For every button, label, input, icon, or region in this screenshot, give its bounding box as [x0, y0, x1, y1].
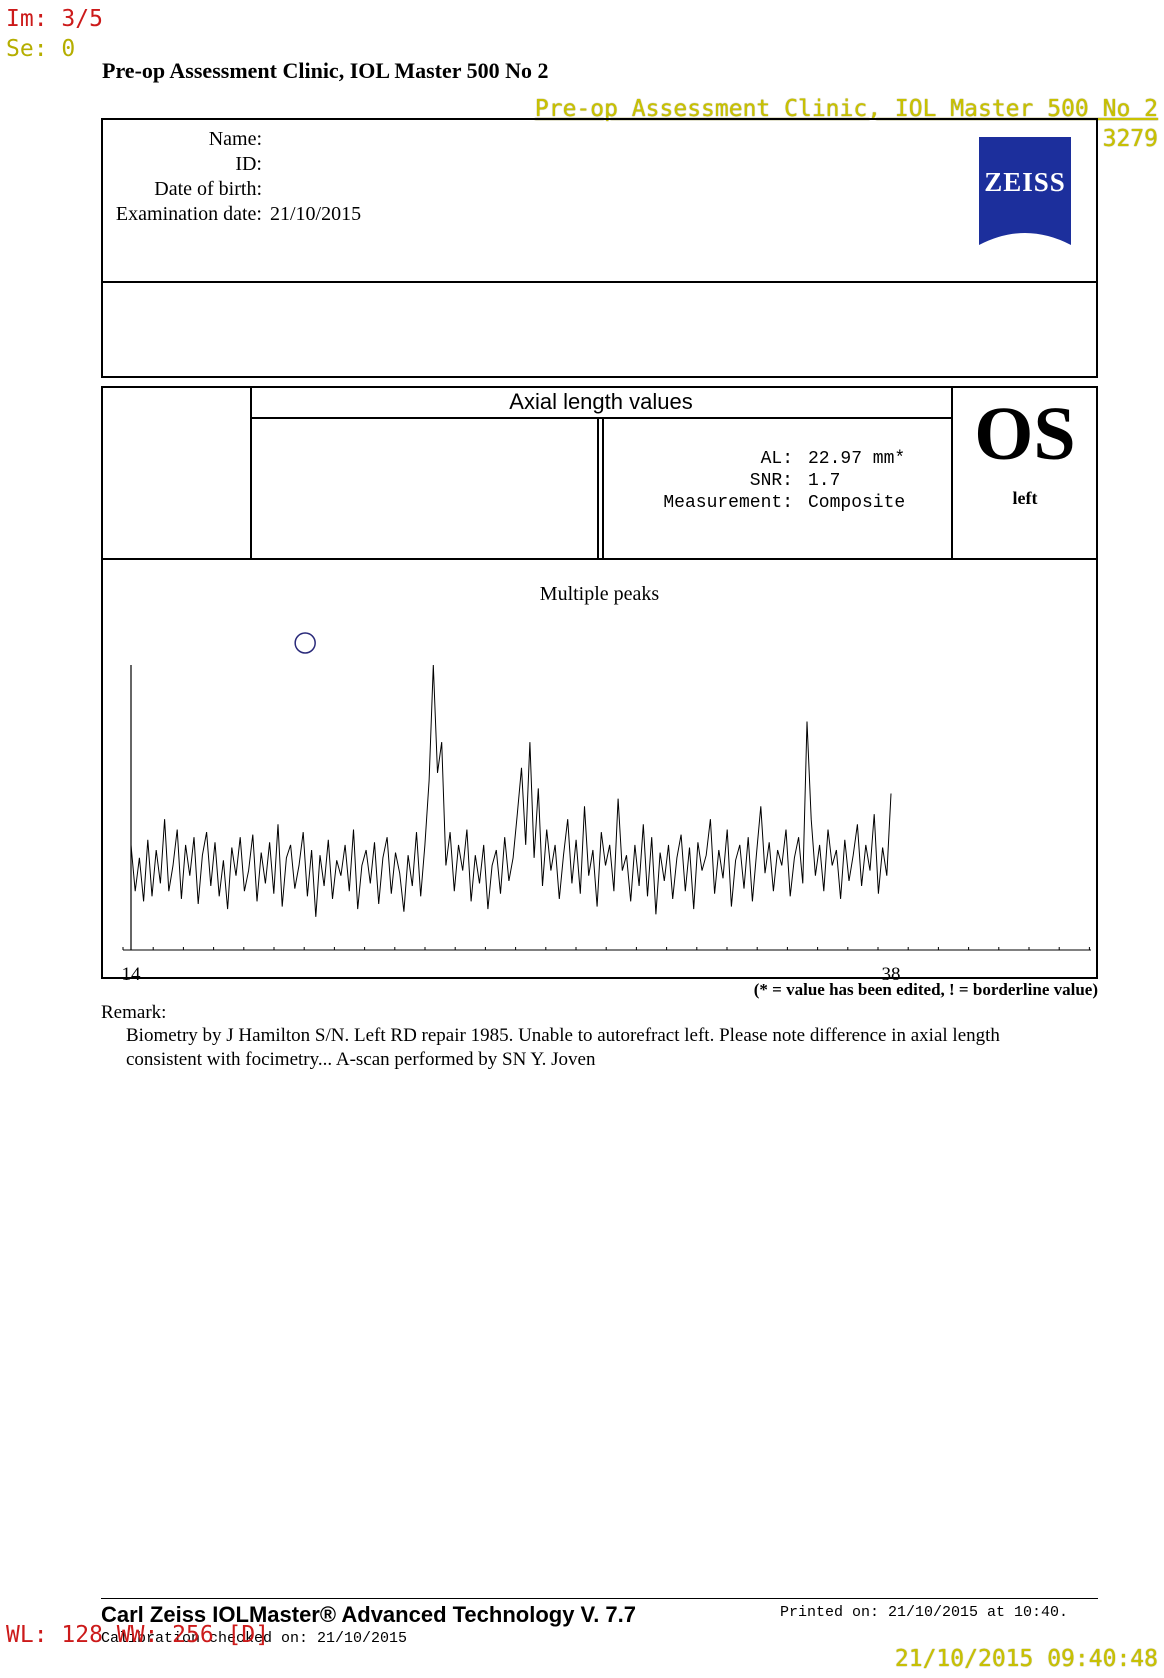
peak-marker	[294, 632, 316, 654]
window-level-overlay: WL: 128 WW: 256 [D]	[6, 1622, 270, 1648]
zeiss-logo: ZEISS	[979, 137, 1071, 245]
remark-line-1: Biometry by J Hamilton S/N. Left RD repa…	[126, 1025, 1000, 1046]
x-tick-label: 14	[122, 964, 142, 980]
remark-line-2: consistent with focimetry... A-scan perf…	[126, 1049, 596, 1070]
series-line	[130, 664, 892, 917]
dob-label: Date of birth:	[154, 178, 262, 200]
patient-info-panel	[101, 118, 1098, 378]
measurement-label: Measurement:	[663, 493, 793, 513]
clinic-overlay: Pre-op Assessment Clinic, IOL Master 500…	[534, 96, 1158, 122]
divider	[250, 417, 952, 419]
timestamp-overlay: 21/10/2015 09:40:48	[894, 1646, 1158, 1672]
exam-date-label: Examination date:	[115, 203, 262, 225]
divider	[101, 281, 1098, 283]
image-index-overlay: Im: 3/5	[6, 6, 103, 32]
divider	[597, 417, 599, 559]
id-label: ID:	[235, 153, 262, 175]
al-value: 22.97 mm*	[808, 449, 906, 469]
page-title: Pre-op Assessment Clinic, IOL Master 500…	[102, 58, 549, 83]
divider	[951, 386, 953, 559]
eye-code: OS	[974, 392, 1076, 476]
footer-calibration: Calibration checked on: 21/10/2015	[101, 1630, 408, 1647]
eye-side: left	[1012, 488, 1038, 508]
al-label: AL:	[760, 449, 793, 469]
snr-value: 1.7	[808, 471, 841, 491]
zeiss-logo-text: ZEISS	[984, 167, 1066, 197]
id-number-overlay: 3279	[1102, 126, 1158, 152]
remark-label: Remark:	[101, 1002, 167, 1023]
divider	[250, 386, 252, 559]
footnote: (* = value has been edited, ! = borderli…	[753, 980, 1098, 999]
footer-printed: Printed on: 21/10/2015 at 10:40.	[780, 1604, 1069, 1621]
exam-date-value: 21/10/2015	[270, 203, 362, 225]
footer-product: Carl Zeiss IOLMaster® Advanced Technolog…	[101, 1602, 637, 1627]
series-overlay: Se: 0	[6, 36, 76, 62]
footer-divider	[101, 1598, 1098, 1599]
snr-label: SNR:	[749, 471, 793, 491]
measurement-value: Composite	[808, 493, 906, 513]
axial-length-panel	[101, 386, 1098, 979]
chart-title: Multiple peaks	[539, 583, 660, 605]
x-tick-label: 38	[882, 964, 901, 980]
axial-length-title: Axial length values	[509, 389, 693, 414]
divider	[101, 558, 1098, 560]
name-label: Name:	[208, 128, 262, 150]
divider	[602, 417, 604, 559]
a-scan-chart: 14 38	[122, 632, 1091, 980]
